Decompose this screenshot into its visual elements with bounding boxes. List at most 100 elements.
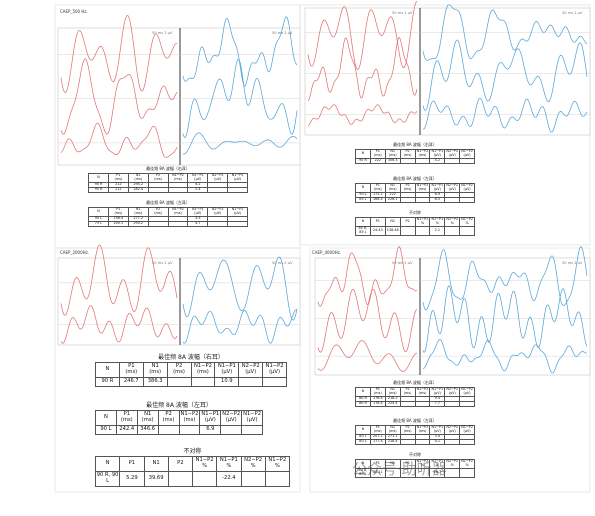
header-cell: P2 (399, 217, 416, 227)
table-cell: 222 (369, 157, 386, 164)
waveform (60, 15, 178, 93)
table-cell: 95 R (88, 186, 109, 193)
result-table: 最佳频 8A 波幅（右耳） N P1 (ms) N1 (ms) P2 (ms) N1−P2… (355, 142, 475, 164)
table-cell: 2.1 (429, 225, 446, 236)
table-cell (190, 376, 216, 387)
header-cell: N2−P2 (μV) (444, 425, 461, 435)
table-cell (459, 400, 475, 407)
table-cell: 80 R, 80 L (355, 467, 371, 478)
table-cell: 8.5 (429, 196, 446, 203)
header-cell: P1 (ms) (369, 183, 386, 193)
header-cell: N1−P2 % (191, 456, 218, 472)
header-cell: N1−P2 (ms) (190, 362, 216, 378)
wave-area (314, 257, 591, 376)
table-cell (444, 467, 461, 478)
header-cell: P1 (ms) (369, 425, 386, 435)
table-cell: 226.1 (384, 196, 401, 203)
header-cell: N1−P2 (ms) (178, 410, 201, 426)
table-cell (227, 186, 248, 193)
table-cell: 4.2 (429, 157, 446, 164)
header-cell: N2−P2 (μV) (207, 207, 229, 217)
table-cell (241, 424, 263, 435)
waveform (307, 0, 418, 70)
table-title: 最佳频 8A 波幅（右耳） (393, 142, 437, 147)
scale-label: 50 ms 2 μV (272, 31, 293, 35)
waveform (60, 244, 178, 316)
waveform (60, 305, 178, 344)
header-cell: N1 (ms) (384, 183, 401, 193)
header-cell: N1−P2 (μV) (459, 425, 475, 435)
panel-title: CAEP_500 Hz. (60, 9, 88, 14)
table-header-row: N P1 (ms) N1 (ms) P2 (ms) N1−P2 (ms) N1−P1 (μ… (355, 149, 475, 159)
table-cell: -22.4 (216, 470, 242, 487)
table-cell (459, 467, 475, 478)
table-cell: 346.6 (136, 424, 159, 435)
result-table: 最佳频 8A 波幅（左耳） N P1 (ms) N1 (ms) P2 (ms) N1−P2… (355, 418, 475, 445)
table-cell (166, 376, 192, 387)
table-cell (167, 220, 189, 227)
header-cell: P2 (ms) (166, 362, 192, 378)
waveform (182, 58, 298, 139)
table-cell (191, 470, 218, 487)
panel-frame (54, 247, 301, 493)
header-cell: N1−P2 (μV) (459, 387, 475, 397)
table-cell (414, 196, 431, 203)
table-row: 90 L 242.4 346.6 6.9 (95, 424, 263, 435)
table-cell: 18.7 (429, 467, 446, 478)
table-cell: 246.7 (118, 376, 144, 387)
header-cell: N2−P2 (μV) (444, 183, 461, 193)
table-row: 85 R, 85 L 24.43 138.48 2.1 (355, 225, 475, 236)
header-cell: N2−P2 (μV) (444, 387, 461, 397)
header-cell: N2−P2 % (444, 459, 461, 469)
header-cell: N (95, 362, 120, 378)
header-cell: N1−P2 (μV) (262, 362, 287, 378)
header-cell: N1−P2 (ms) (414, 387, 431, 397)
table-cell (178, 424, 201, 435)
scale-label: 50 ms 2 μV (392, 261, 413, 265)
header-cell: N1−P1 % (216, 456, 242, 472)
header-cell: P1 (ms) (369, 387, 386, 397)
header-cell: N1−P2 (μV) (227, 207, 248, 217)
header-cell: N1−P2 (ms) (414, 149, 431, 159)
header-cell: N2−P2 % (444, 217, 461, 227)
header-cell: N2−P2 (μV) (444, 149, 461, 159)
header-cell: P1 (ms) (107, 207, 129, 217)
header-cell: N1−P2 (ms) (414, 183, 431, 193)
waveform (317, 246, 418, 307)
table-cell: 218.4 (384, 438, 401, 445)
table-cell (147, 220, 169, 227)
table: N P1 N1 P2 N1−P2 % N1−P1 % N2−P2 % N1−P2 % 90 R,… (94, 456, 291, 487)
table-cell (444, 438, 461, 445)
table-cell: 39.69 (143, 470, 169, 487)
header-cell: N (355, 183, 371, 193)
table-header-row: N P1 (ms) N1 (ms) P2 (ms) N1−P2 (ms) N1−P1 (μ… (355, 425, 475, 435)
waveform (182, 309, 298, 344)
header-cell: P1 (ms) (115, 410, 138, 426)
header-cell: N1−P1 (μV) (429, 149, 446, 159)
table-cell: 90 R (355, 157, 371, 164)
waveform (182, 132, 298, 155)
header-cell: N (95, 410, 117, 426)
table-cell: 293.2 (127, 220, 149, 227)
table-cell (240, 470, 266, 487)
header-cell: N1 (ms) (384, 387, 401, 397)
header-cell: N (94, 456, 121, 472)
table-cell (157, 424, 180, 435)
header-cell: N1−P1 (μV) (187, 207, 209, 217)
table-title: 最佳频 8A 波幅（右耳） (146, 166, 190, 171)
table-cell (414, 157, 431, 164)
header-cell: N2−P2 (μV) (220, 410, 243, 426)
table-cell: 138.48 (384, 225, 401, 236)
header-cell: P2 (399, 459, 416, 469)
header-cell: N1 (143, 456, 169, 472)
table-cell: 85 R, 85 L (355, 225, 371, 236)
table-title: 不对称 (183, 448, 202, 455)
waveform (317, 288, 418, 353)
header-cell: N1 (ms) (127, 173, 149, 183)
header-cell: N1−P2 % (414, 459, 431, 469)
header-cell: N (355, 459, 371, 469)
table-cell: 212 (107, 186, 129, 193)
table-cell: 5.7 (187, 220, 209, 227)
